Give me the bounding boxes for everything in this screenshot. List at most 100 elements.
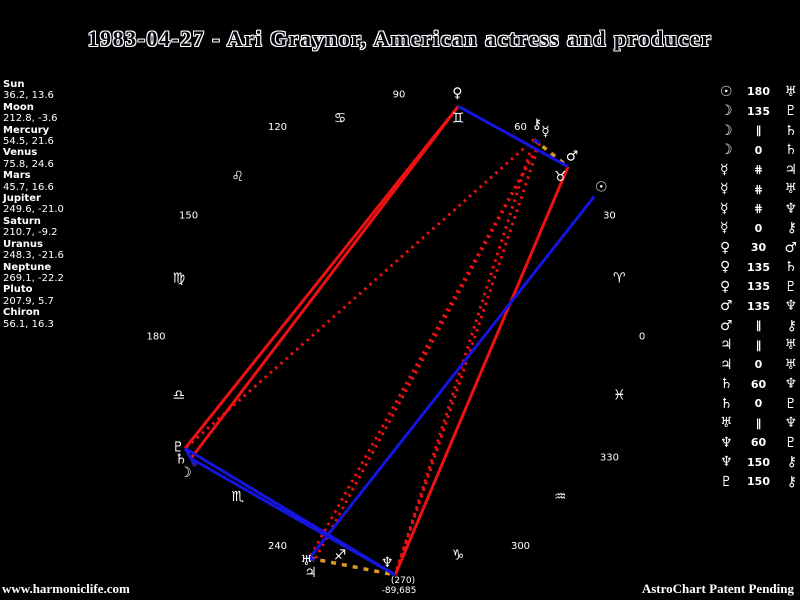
- aspect-line-mercury-uranus: [308, 142, 541, 559]
- aspect-value: 150: [747, 475, 770, 489]
- aspect-row: ☽ 135 ♇: [720, 102, 797, 122]
- planet1-glyph-icon: ♄: [720, 376, 733, 393]
- planet2-glyph-icon: ♇: [784, 434, 797, 451]
- aspect-row: ♀ 30 ♂: [720, 238, 797, 258]
- aspect-row: ☿ 0 ⚷: [720, 219, 797, 239]
- aspect-row: ♄ 60 ♆: [720, 375, 797, 395]
- planet1-glyph-icon: ☉: [720, 83, 733, 100]
- aspect-line-mercury-chiron: [533, 138, 541, 145]
- planet2-glyph-icon: ♆: [784, 376, 797, 393]
- planet-name: Jupiter: [3, 193, 41, 205]
- planet-name: Uranus: [3, 238, 43, 250]
- degree-label-90: 90: [393, 90, 406, 101]
- planet2-glyph-icon: ♆: [784, 298, 797, 315]
- planet-glyph-chiron-icon: ⚷: [532, 116, 542, 132]
- planet-name: Chiron: [3, 307, 40, 319]
- aspect-value: 0: [754, 221, 763, 235]
- aspect-value: ⋕: [753, 182, 764, 196]
- planet2-glyph-icon: ♂: [784, 239, 797, 256]
- degree-label-240: 240: [268, 541, 287, 552]
- aspect-line-jupiter-uranus: [308, 556, 316, 562]
- planet-position-panel: Sun 36.2, 13.6 Moon 212.8, -3.6 Mercury 54.5,…: [3, 79, 64, 330]
- planet1-glyph-icon: ☿: [720, 161, 729, 178]
- planet1-glyph-icon: ♅: [720, 415, 733, 432]
- degree-label-330: 330: [600, 453, 619, 464]
- planet-values: 210.7, -9.2: [3, 227, 58, 239]
- sign-glyph-scorpio-icon: ♏: [231, 489, 244, 505]
- planet-values: 54.5, 21.6: [3, 136, 54, 148]
- aspect-row: ☉ 180 ♅: [720, 82, 797, 102]
- aspect-value: 0: [754, 358, 763, 372]
- aspect-value: 135: [747, 260, 770, 274]
- sign-glyph-gemini-icon: ♊: [452, 111, 465, 127]
- degree-label-0: 0: [639, 332, 645, 343]
- planet-name: Pluto: [3, 284, 33, 296]
- aspect-value: 135: [747, 280, 770, 294]
- planet2-glyph-icon: ♅: [784, 337, 797, 354]
- aspect-value: 0: [754, 143, 763, 157]
- planet2-glyph-icon: ♆: [784, 200, 797, 217]
- planet1-glyph-icon: ☿: [720, 181, 729, 198]
- aspect-line-venus-saturn: [189, 105, 460, 460]
- planet1-glyph-icon: ♃: [720, 356, 733, 373]
- bottom-coordinate-annotation: -89,685: [382, 586, 417, 596]
- sign-glyph-capricorn-icon: ♑: [452, 547, 465, 563]
- planet-values: 56.1, 16.3: [3, 318, 54, 330]
- planet-values: 249.6, -21.0: [3, 204, 64, 216]
- aspect-value: ⋕: [753, 202, 764, 216]
- degree-label-30: 30: [603, 211, 616, 222]
- degree-label-60: 60: [514, 122, 527, 133]
- aspect-line-sun-uranus: [308, 195, 596, 560]
- aspect-row: ♀ 135 ♄: [720, 258, 797, 278]
- aspect-row: ☿ ⋕ ♃: [720, 160, 797, 180]
- aspect-row: ♆ 60 ♇: [720, 433, 797, 453]
- aspect-row: ♃ ∥ ♅: [720, 336, 797, 356]
- planet2-glyph-icon: ♆: [784, 415, 797, 432]
- bottom-degree-annotation: (270): [391, 576, 415, 586]
- planet1-glyph-icon: ♀: [720, 239, 731, 256]
- aspect-line-mercury-neptune: [393, 142, 541, 576]
- aspect-row: ♇ 150 ⚷: [720, 472, 797, 492]
- aspect-line-mars-neptune: [393, 166, 570, 576]
- aspect-row: ♂ ∥ ⚷: [720, 316, 797, 336]
- sign-glyph-aquarius-icon: ♒: [554, 489, 567, 505]
- planet-values: 36.2, 13.6: [3, 90, 54, 102]
- aspect-value: 30: [750, 241, 767, 255]
- planet2-glyph-icon: ♅: [784, 356, 797, 373]
- planet2-glyph-icon: ♇: [784, 103, 797, 120]
- sign-glyph-sagittarius-icon: ♐: [334, 547, 347, 563]
- planet-name: Venus: [3, 147, 38, 159]
- planet2-glyph-icon: ⚷: [786, 317, 797, 334]
- aspect-line-saturn-pluto: [183, 447, 193, 460]
- planet-glyph-jupiter-icon: ♃: [304, 565, 317, 581]
- aspect-row: ☽ 0 ♄: [720, 141, 797, 161]
- planet1-glyph-icon: ♇: [720, 473, 733, 490]
- aspect-value: 135: [747, 104, 770, 118]
- planet2-glyph-icon: ⚷: [786, 220, 797, 237]
- aspect-row: ♂ 135 ♆: [720, 297, 797, 317]
- planet2-glyph-icon: ♃: [784, 161, 797, 178]
- aspect-value: 0: [754, 397, 763, 411]
- aspect-row: ♃ 0 ♅: [720, 355, 797, 375]
- aspect-row: ♅ ∥ ♆: [720, 414, 797, 434]
- aspect-line-uranus-neptune: [309, 556, 396, 577]
- planet-glyph-pluto-icon: ♇: [172, 439, 185, 455]
- aspect-row: ♀ 135 ♇: [720, 277, 797, 297]
- aspect-line-venus-pluto: [183, 105, 460, 450]
- planet1-glyph-icon: ♆: [720, 434, 733, 451]
- aspect-value: ∥: [755, 416, 762, 430]
- sign-glyph-aries-icon: ♈: [613, 271, 626, 287]
- sign-glyph-virgo-icon: ♍: [172, 271, 185, 287]
- planet-values: 212.8, -3.6: [3, 113, 58, 125]
- sign-glyph-taurus-icon: ♉: [554, 169, 567, 185]
- degree-label-120: 120: [268, 122, 287, 133]
- planet1-glyph-icon: ☿: [720, 220, 729, 237]
- aspect-value: ⋕: [753, 163, 764, 177]
- aspect-value: ∥: [755, 319, 762, 333]
- planet2-glyph-icon: ♄: [784, 122, 797, 139]
- degree-label-300: 300: [511, 541, 530, 552]
- planet-glyph-mercury-icon: ☿: [541, 124, 550, 140]
- aspect-line-moon-saturn: [189, 457, 197, 467]
- aspect-value: 150: [747, 455, 770, 469]
